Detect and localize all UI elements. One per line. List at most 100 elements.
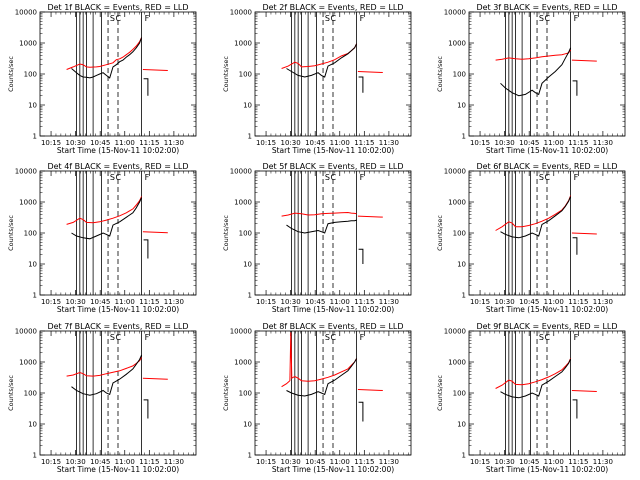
panel-title: Det 6f BLACK = Events, RED = LLD: [476, 162, 617, 171]
y-tick-label: 1000: [234, 199, 252, 207]
y-axis-label: Counts/sec: [436, 56, 444, 92]
y-axis-label: Counts/sec: [436, 215, 444, 251]
y-tick-label: 10: [28, 261, 37, 269]
marker-label-c: C: [116, 14, 122, 23]
y-tick-label: 100: [453, 390, 466, 398]
panel-det-8: Det 8f BLACK = Events, RED = LLD 1 10 100 10…: [222, 322, 412, 474]
x-tick-label: 10:15: [470, 458, 490, 466]
x-tick-label: 10:30: [281, 458, 301, 466]
x-axis-label: Start Time (15-Nov-11 10:02:00): [272, 305, 394, 314]
x-axis-label: Start Time (15-Nov-11 10:02:00): [272, 146, 394, 155]
y-tick-label: 10000: [230, 168, 252, 176]
x-tick-label: 10:45: [90, 139, 110, 147]
x-tick-label: 10:15: [41, 298, 61, 306]
y-tick-label: 1: [462, 452, 466, 460]
series-lld-post: [357, 71, 383, 73]
panel-det-5: Det 5f BLACK = Events, RED = LLD 1 10 100 10…: [222, 162, 412, 314]
series-lld-post: [357, 215, 383, 218]
x-tick-label: 11:30: [593, 458, 613, 466]
x-tick-label: 10:45: [90, 298, 110, 306]
y-tick-label: 1000: [448, 199, 466, 207]
series-lld: [281, 211, 357, 217]
marker-label-s: S: [325, 173, 330, 182]
y-tick-label: 100: [24, 390, 37, 398]
marker-label-c: C: [116, 333, 122, 342]
series-lld: [281, 43, 358, 69]
series-events: [500, 47, 572, 97]
series-lld-post: [142, 377, 168, 380]
x-axis-label: Start Time (15-Nov-11 10:02:00): [486, 305, 608, 314]
panel-det-7: Det 7f BLACK = Events, RED = LLD 1 10 100 10…: [7, 322, 197, 474]
series-lld-post: [142, 231, 168, 234]
y-tick-label: 10: [457, 261, 466, 269]
panel-title: Det 7f BLACK = Events, RED = LLD: [47, 322, 188, 331]
y-tick-label: 1000: [234, 359, 252, 367]
x-tick-label: 11:15: [354, 458, 374, 466]
marker-label-c: C: [331, 173, 337, 182]
series-lld: [66, 196, 143, 225]
y-tick-label: 10: [28, 102, 37, 110]
y-tick-label: 100: [239, 390, 252, 398]
marker-label-f: F: [574, 333, 579, 342]
y-tick-label: 1000: [234, 40, 252, 48]
panel-det-1: Det 1f BLACK = Events, RED = LLD 1 10 100 10…: [7, 3, 197, 155]
y-axis-label: Counts/sec: [436, 375, 444, 411]
y-tick-label: 1: [248, 292, 252, 300]
series-events: [71, 354, 143, 396]
y-tick-label: 1000: [448, 359, 466, 367]
y-tick-label: 100: [453, 71, 466, 79]
x-axis-label: Start Time (15-Nov-11 10:02:00): [57, 146, 179, 155]
marker-label-c: C: [545, 173, 551, 182]
x-tick-label: 10:45: [90, 458, 110, 466]
y-tick-label: 10: [243, 421, 252, 429]
series-lld-post: [357, 389, 383, 391]
marker-label-s: S: [539, 173, 544, 182]
series-events: [500, 358, 572, 399]
y-tick-label: 1000: [19, 359, 37, 367]
x-tick-label: 11:00: [544, 139, 564, 147]
y-axis-label: Counts/sec: [222, 375, 230, 411]
x-tick-label: 11:00: [330, 139, 350, 147]
x-tick-label: 10:15: [256, 139, 276, 147]
marker-label-f: F: [360, 333, 365, 342]
series-events-post: [143, 239, 149, 259]
x-tick-label: 11:15: [139, 298, 159, 306]
x-tick-label: 10:15: [256, 458, 276, 466]
y-axis-label: Counts/sec: [7, 56, 15, 92]
marker-label-c: C: [331, 14, 337, 23]
marker-label-c: C: [116, 173, 122, 182]
marker-label-s: S: [110, 14, 115, 23]
panel-title: Det 3f BLACK = Events, RED = LLD: [476, 3, 617, 12]
panel-det-2: Det 2f BLACK = Events, RED = LLD 1 10 100 10…: [222, 3, 412, 155]
y-tick-label: 10000: [230, 328, 252, 336]
x-tick-label: 11:15: [354, 298, 374, 306]
y-tick-label: 1: [33, 452, 37, 460]
y-tick-label: 10000: [444, 9, 466, 17]
marker-label-f: F: [145, 173, 150, 182]
x-tick-label: 10:30: [495, 139, 515, 147]
x-tick-label: 11:30: [379, 139, 399, 147]
x-tick-label: 10:45: [305, 298, 325, 306]
series-lld: [495, 358, 572, 389]
marker-label-f: F: [145, 333, 150, 342]
series-events-post: [358, 76, 364, 93]
x-tick-label: 11:00: [115, 458, 135, 466]
series-events-post: [143, 78, 149, 96]
marker-label-s: S: [110, 333, 115, 342]
panel-title: Det 2f BLACK = Events, RED = LLD: [262, 3, 403, 12]
series-lld: [281, 332, 358, 388]
marker-label-s: S: [110, 173, 115, 182]
y-tick-label: 10000: [444, 328, 466, 336]
x-tick-label: 11:00: [330, 458, 350, 466]
y-tick-label: 1: [462, 292, 466, 300]
x-tick-label: 11:30: [164, 298, 184, 306]
y-tick-label: 100: [453, 230, 466, 238]
y-tick-label: 100: [239, 230, 252, 238]
marker-label-c: C: [331, 333, 337, 342]
x-tick-label: 11:00: [115, 139, 135, 147]
series-events-post: [358, 248, 364, 264]
x-tick-label: 10:30: [495, 298, 515, 306]
x-axis-label: Start Time (15-Nov-11 10:02:00): [486, 146, 608, 155]
y-tick-label: 10000: [444, 168, 466, 176]
x-tick-label: 10:30: [281, 139, 301, 147]
